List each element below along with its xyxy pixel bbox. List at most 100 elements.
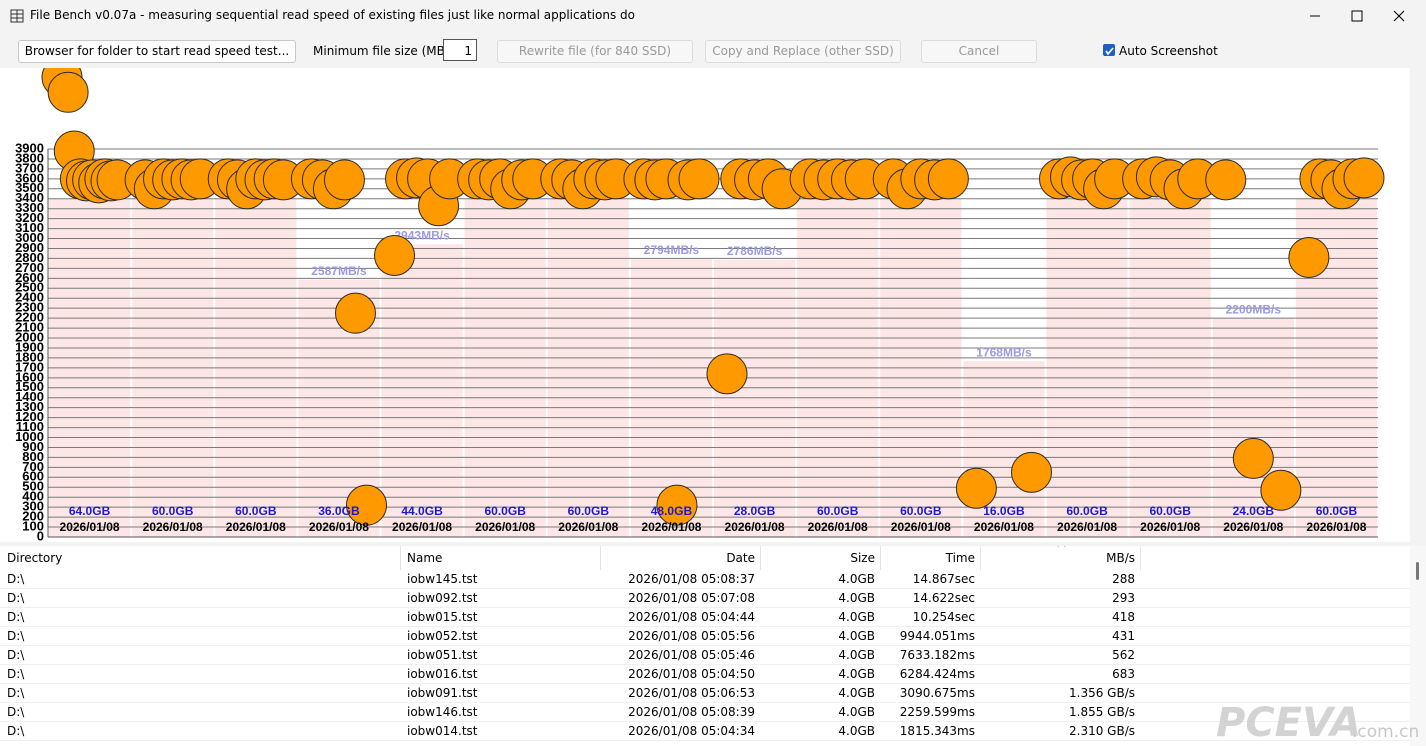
group-size-label: 60.0GB xyxy=(485,504,527,518)
column-header: Size xyxy=(760,549,875,568)
group-size-label: 28.0GB xyxy=(734,504,776,518)
table-cell: 562 xyxy=(980,646,1135,665)
group-size-label: 60.0GB xyxy=(568,504,610,518)
table-cell: D:\ xyxy=(7,627,400,646)
browse-button[interactable]: Browser for folder to start read speed t… xyxy=(18,40,296,63)
table-cell: iobw016.tst xyxy=(407,665,600,684)
column-separator xyxy=(1140,546,1141,570)
table-cell: 1815.343ms xyxy=(880,722,975,741)
group-date-label: 2026/01/08 xyxy=(392,520,452,534)
group-date-label: 2026/01/08 xyxy=(143,520,203,534)
table-cell: 293 xyxy=(980,589,1135,608)
window-title: File Bench v0.07a - measuring sequential… xyxy=(30,8,635,22)
min-size-label: Minimum file size (MB): xyxy=(313,44,454,58)
window-controls[interactable] xyxy=(1290,0,1426,32)
table-cell: D:\ xyxy=(7,684,400,703)
band-fill xyxy=(714,260,795,537)
rewrite-button[interactable]: Rewrite file (for 840 SSD) xyxy=(497,40,693,63)
table-cell: 4.0GB xyxy=(760,646,875,665)
group-date-label: 2026/01/08 xyxy=(60,520,120,534)
table-cell: 2026/01/08 05:08:39 xyxy=(600,703,755,722)
avg-label: 2200MB/s xyxy=(1226,302,1282,316)
table-cell: 2259.599ms xyxy=(880,703,975,722)
title-bar: File Bench v0.07a - measuring sequential… xyxy=(0,0,1426,32)
data-point xyxy=(375,235,415,275)
table-cell: 683 xyxy=(980,665,1135,684)
group-size-label: 44.0GB xyxy=(401,504,443,518)
data-point xyxy=(335,293,375,333)
data-point xyxy=(324,160,364,200)
table-cell: 2026/01/08 05:04:44 xyxy=(600,608,755,627)
group-size-label: 60.0GB xyxy=(1316,504,1358,518)
table-cell: iobw145.tst xyxy=(407,570,600,589)
table-cell: 2026/01/08 05:06:53 xyxy=(600,684,755,703)
group-date-label: 2026/01/08 xyxy=(1057,520,1117,534)
group-date-label: 2026/01/08 xyxy=(891,520,951,534)
table-cell: 2026/01/08 05:05:46 xyxy=(600,646,755,665)
table-cell: 1.855 GB/s xyxy=(980,703,1135,722)
group-date-label: 2026/01/08 xyxy=(558,520,618,534)
auto-screenshot-checkbox[interactable] xyxy=(1103,44,1115,56)
group-date-label: 2026/01/08 xyxy=(1140,520,1200,534)
chart: 0100200300400500600700800900100011001200… xyxy=(0,68,1410,542)
cancel-button[interactable]: Cancel xyxy=(921,40,1037,63)
table-cell: 418 xyxy=(980,608,1135,627)
group-size-label: 60.0GB xyxy=(152,504,194,518)
data-point xyxy=(707,354,747,394)
group-size-label: 60.0GB xyxy=(235,504,277,518)
table-cell: 7633.182ms xyxy=(880,646,975,665)
table-cell: 4.0GB xyxy=(760,684,875,703)
table-cell: 4.0GB xyxy=(760,665,875,684)
column-header: MB/s xyxy=(980,549,1135,568)
watermark-suffix: .com.cn xyxy=(1352,722,1419,742)
table-cell: iobw051.tst xyxy=(407,646,600,665)
data-point xyxy=(1206,160,1246,200)
table-cell: 4.0GB xyxy=(760,627,875,646)
column-separator xyxy=(600,546,601,570)
table-cell: 14.622sec xyxy=(880,589,975,608)
column-header: Directory xyxy=(7,549,400,568)
table-cell: 288 xyxy=(980,570,1135,589)
table-cell: iobw014.tst xyxy=(407,722,600,741)
group-size-label: 24.0GB xyxy=(1233,504,1275,518)
group-size-label: 16.0GB xyxy=(983,504,1025,518)
table-cell: 6284.424ms xyxy=(880,665,975,684)
scrollbar[interactable] xyxy=(1410,546,1426,746)
data-point xyxy=(928,159,968,199)
table-cell: 2026/01/08 05:04:50 xyxy=(600,665,755,684)
data-point xyxy=(48,72,88,112)
table-cell: D:\ xyxy=(7,665,400,684)
table-cell: 9944.051ms xyxy=(880,627,975,646)
column-separator xyxy=(400,546,401,570)
table-cell: 2026/01/08 05:08:37 xyxy=(600,570,755,589)
min-size-input[interactable]: 1 xyxy=(443,39,477,61)
group-date-label: 2026/01/08 xyxy=(226,520,286,534)
avg-label: 2794MB/s xyxy=(644,243,700,257)
table-cell: 4.0GB xyxy=(760,722,875,741)
row-separator xyxy=(0,740,1410,741)
copy-button[interactable]: Copy and Replace (other SSD) xyxy=(705,40,901,63)
data-point xyxy=(1012,452,1052,492)
avg-label: 2587MB/s xyxy=(311,264,367,278)
check-mark xyxy=(1104,46,1114,56)
column-separator xyxy=(760,546,761,570)
table-cell: D:\ xyxy=(7,608,400,627)
table-cell: 2.310 GB/s xyxy=(980,722,1135,741)
table-cell: iobw052.tst xyxy=(407,627,600,646)
group-size-label: 64.0GB xyxy=(69,504,111,518)
group-date-label: 2026/01/08 xyxy=(641,520,701,534)
table-cell: iobw015.tst xyxy=(407,608,600,627)
auto-screenshot-label[interactable]: Auto Screenshot xyxy=(1119,44,1218,58)
table-cell: 2026/01/08 05:04:34 xyxy=(600,722,755,741)
group-size-label: 60.0GB xyxy=(817,504,859,518)
table-cell: 4.0GB xyxy=(760,570,875,589)
group-date-label: 2026/01/08 xyxy=(1223,520,1283,534)
column-header: Date xyxy=(600,549,755,568)
table-cell: D:\ xyxy=(7,570,400,589)
table-cell: 4.0GB xyxy=(760,608,875,627)
table-cell: D:\ xyxy=(7,722,400,741)
group-size-label: 48.0GB xyxy=(651,504,693,518)
y-tick-label: 3900 xyxy=(15,140,44,155)
table-cell: 1.356 GB/s xyxy=(980,684,1135,703)
